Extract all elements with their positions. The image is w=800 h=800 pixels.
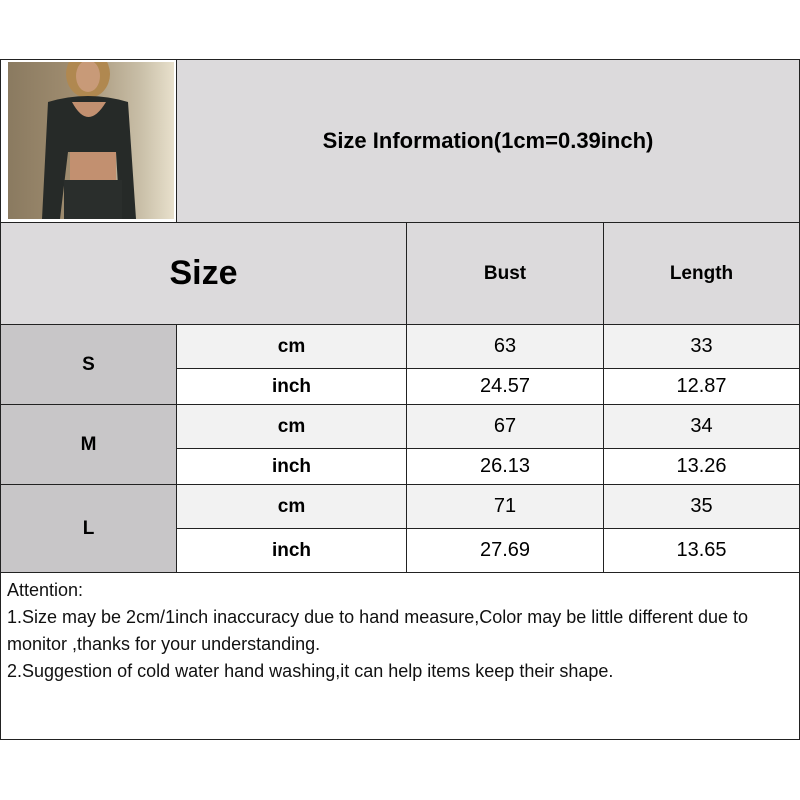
length-value: 13.65: [603, 528, 800, 573]
size-label: M: [0, 404, 177, 485]
product-photo: [8, 62, 174, 219]
length-value: 33: [603, 324, 800, 369]
note-1: 1.Size may be 2cm/1inch inaccuracy due t…: [7, 607, 749, 654]
attention-notes: Attention: 1.Size may be 2cm/1inch inacc…: [0, 572, 800, 740]
size-label: S: [0, 324, 177, 405]
attention-heading: Attention:: [7, 580, 84, 600]
size-info-title: Size Information(1cm=0.39inch): [176, 59, 800, 223]
unit-cell: cm: [176, 404, 407, 449]
bust-value: 24.57: [406, 368, 604, 405]
bust-header: Bust: [406, 222, 604, 325]
note-2: 2.Suggestion of cold water hand washing,…: [7, 661, 614, 681]
bust-value: 63: [406, 324, 604, 369]
unit-cell: cm: [176, 324, 407, 369]
length-value: 12.87: [603, 368, 800, 405]
length-value: 35: [603, 484, 800, 529]
unit-cell: inch: [176, 528, 407, 573]
bust-value: 71: [406, 484, 604, 529]
bust-value: 67: [406, 404, 604, 449]
unit-cell: cm: [176, 484, 407, 529]
unit-cell: inch: [176, 448, 407, 485]
size-header: Size: [0, 222, 407, 325]
bust-value: 26.13: [406, 448, 604, 485]
length-value: 34: [603, 404, 800, 449]
size-label: L: [0, 484, 177, 573]
length-header: Length: [603, 222, 800, 325]
length-value: 13.26: [603, 448, 800, 485]
unit-cell: inch: [176, 368, 407, 405]
bust-value: 27.69: [406, 528, 604, 573]
